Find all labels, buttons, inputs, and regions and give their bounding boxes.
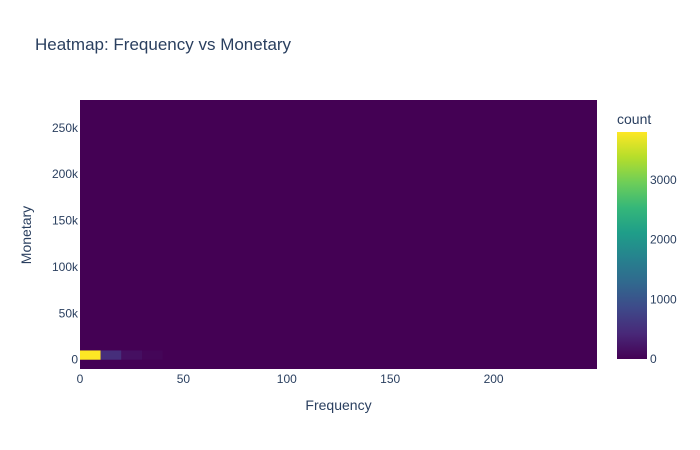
heatmap-cell [80, 350, 101, 360]
x-axis: 0 50 100 150 200 [77, 372, 504, 386]
heatmap-background [80, 100, 597, 369]
colorbar: count 0 1000 2000 3000 [617, 111, 677, 366]
plot-area [80, 100, 597, 369]
y-tick-label: 200k [52, 167, 79, 181]
colorbar-title: count [617, 111, 651, 127]
chart-title: Heatmap: Frequency vs Monetary [35, 35, 292, 54]
x-tick-label: 0 [77, 372, 84, 386]
heatmap-cell [142, 350, 163, 360]
y-tick-label: 150k [52, 214, 79, 228]
y-tick-label: 100k [52, 260, 79, 274]
heatmap-cell [100, 350, 122, 360]
x-axis-label: Frequency [305, 397, 371, 413]
x-tick-label: 100 [277, 372, 297, 386]
colorbar-tick-label: 0 [650, 352, 657, 366]
colorbar-tick-label: 1000 [650, 292, 677, 306]
y-axis: 0 50k 100k 150k 200k 250k [52, 121, 79, 367]
x-tick-label: 150 [380, 372, 400, 386]
x-tick-label: 50 [177, 372, 191, 386]
y-axis-label: Monetary [18, 206, 34, 264]
colorbar-gradient [617, 132, 647, 359]
colorbar-tick-label: 3000 [650, 173, 677, 187]
y-tick-label: 250k [52, 121, 79, 135]
heatmap-cell [121, 350, 143, 360]
x-tick-label: 200 [484, 372, 504, 386]
y-tick-label: 0 [71, 353, 78, 367]
colorbar-tick-label: 2000 [650, 233, 677, 247]
y-tick-label: 50k [59, 306, 79, 320]
